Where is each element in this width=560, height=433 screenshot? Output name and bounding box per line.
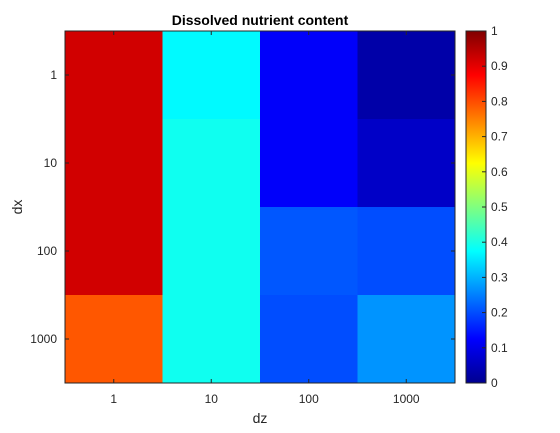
colorbar-tick-label: 0.4: [491, 235, 508, 249]
colorbar-tick-label: 0.9: [491, 59, 508, 73]
y-tick-label: 100: [37, 244, 57, 258]
colorbar-tick-label: 0.5: [491, 200, 508, 214]
colorbar-tick-label: 0.6: [491, 165, 508, 179]
x-tick-label: 1: [110, 392, 117, 406]
heatmap-cell: [260, 31, 358, 120]
heatmap-cell: [162, 119, 261, 208]
colorbar-tick-label: 1: [491, 24, 498, 38]
heatmap-cell: [260, 295, 358, 384]
y-axis-label: dx: [9, 200, 25, 215]
heatmap-cell: [260, 207, 358, 296]
heatmap-cell: [65, 31, 163, 120]
y-tick-label: 1: [50, 68, 57, 82]
colorbar-tick-label: 0.1: [491, 341, 508, 355]
colorbar-ticks: 0 0.1 0.2 0.3 0.4 0.5 0.6 0.7 0.8 0.9 1: [482, 24, 508, 390]
heatmap-cell: [162, 31, 261, 120]
heatmap-cell: [65, 119, 163, 208]
heatmap-cell: [65, 295, 163, 384]
colorbar-tick-label: 0.7: [491, 130, 508, 144]
x-axis-ticks: 1 10 100 1000: [110, 31, 420, 406]
heatmap-cell: [357, 295, 456, 384]
x-tick-label: 1000: [393, 392, 420, 406]
plot-frame: [64, 30, 456, 384]
heatmap-cell: [357, 119, 456, 208]
y-tick-label: 10: [44, 156, 58, 170]
colorbar-tick-label: 0.2: [491, 306, 508, 320]
heatmap-cell: [357, 31, 456, 120]
y-axis-ticks: 1 10 100 1000: [30, 68, 455, 346]
heatmap-cell: [260, 119, 358, 208]
heatmap-cells: [65, 31, 456, 384]
x-tick-label: 10: [205, 392, 219, 406]
colorbar-tick-label: 0.3: [491, 270, 508, 284]
colorbar-tick-label: 0: [491, 376, 498, 390]
chart-title: Dissolved nutrient content: [172, 12, 349, 28]
x-tick-label: 100: [299, 392, 319, 406]
x-axis-label: dz: [253, 410, 268, 426]
heatmap-cell: [162, 207, 261, 296]
y-tick-label: 1000: [30, 332, 57, 346]
colorbar-tick-label: 0.8: [491, 94, 508, 108]
heatmap-cell: [162, 295, 261, 384]
heatmap-cell: [65, 207, 163, 296]
heatmap-cell: [357, 207, 456, 296]
